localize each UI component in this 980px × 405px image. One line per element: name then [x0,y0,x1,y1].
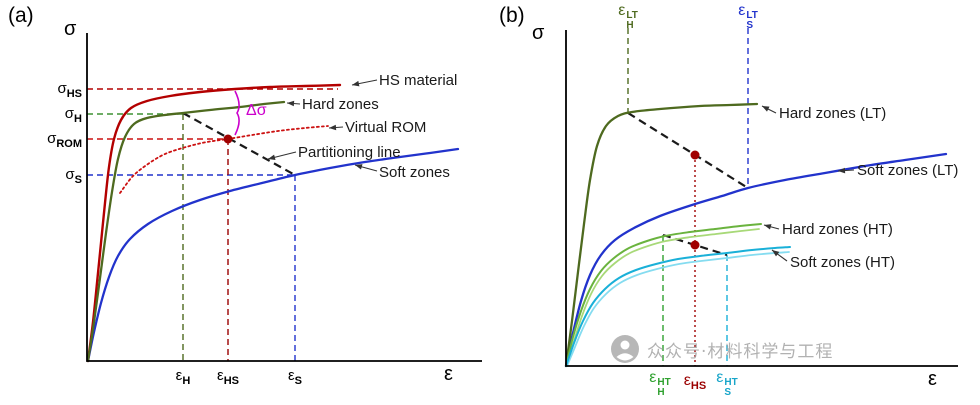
tick-sub: S [746,20,753,31]
tick-sub: H [74,113,82,125]
tick-base: σ [57,80,67,97]
tick-eps-s-lt: ε LT S [722,2,774,31]
annotation-delta-sigma: Δσ [246,102,267,119]
annotation-hard-zones: Hard zones [302,96,379,113]
tick-base: ε [175,367,183,384]
tick-base: ε [716,369,724,386]
tick-base: σ [64,105,75,122]
tick-sigma-h: σH [14,105,82,128]
tick-sub: HS [223,375,239,387]
tick-eps-s-ht: ε HT S [701,369,753,398]
panel-b-y-axis-label: σ [532,22,545,44]
panel-a-x-axis-label: ε [444,363,453,385]
panel-b-label: (b) [499,4,525,27]
annotation-hard-zones-lt: Hard zones (LT) [779,105,887,122]
tick-base: σ [65,166,75,183]
tick-base: ε [649,369,657,386]
watermark-text: 众众号·材料科学与工程 [647,341,834,362]
tick-base: ε [683,372,691,389]
watermark-logo [611,335,639,363]
tick-eps-h-ht: ε HT H [634,369,686,398]
tick-base: ε [738,2,746,19]
tick-sub: HS [690,380,707,392]
annotation-partitioning-line: Partitioning line [298,144,401,161]
panel-a-label: (a) [8,4,34,27]
tick-eps-hs: εHS [204,367,252,390]
tick-sup: HT [724,377,738,388]
tick-base: ε [618,2,626,19]
tick-sub: ROM [56,138,82,150]
tick-sup: LT [626,10,638,21]
tick-sigma-s: σS [14,166,82,189]
annotation-hard-zones-ht: Hard zones (HT) [782,221,893,238]
tick-sup: LT [746,10,758,21]
tick-sub: H [657,387,665,398]
annotation-hs-material: HS material [379,72,458,89]
tick-base: σ [47,130,57,147]
tick-sub: S [74,174,82,186]
tick-eps-s: εS [275,367,315,390]
tick-base: ε [217,367,224,384]
annotation-virtual-rom: Virtual ROM [345,119,427,136]
tick-eps-h: εH [163,367,203,390]
tick-sup: HT [657,377,671,388]
watermark: 众众号·材料科学与工程 [610,334,833,364]
tick-sigma-hs: σHS [14,80,82,103]
tick-sub: S [724,387,732,398]
annotation-soft-zones-ht: Soft zones (HT) [790,254,896,271]
tick-sigma-rom: σROM [14,130,82,153]
tick-sub: HS [66,88,82,100]
tick-base: ε [287,367,295,384]
annotation-soft-zones-lt: Soft zones (LT) [857,162,959,179]
panel-a-y-axis-label: σ [64,18,77,40]
tick-sub: H [182,375,191,387]
tick-sub: H [626,20,634,31]
panel-b-x-axis-label: ε [928,368,937,390]
tick-sub: S [294,375,303,387]
tick-eps-h-lt: ε LT H [602,2,654,31]
annotation-soft-zones: Soft zones [379,164,450,181]
tick-eps-hs-b: εHS [671,372,719,395]
